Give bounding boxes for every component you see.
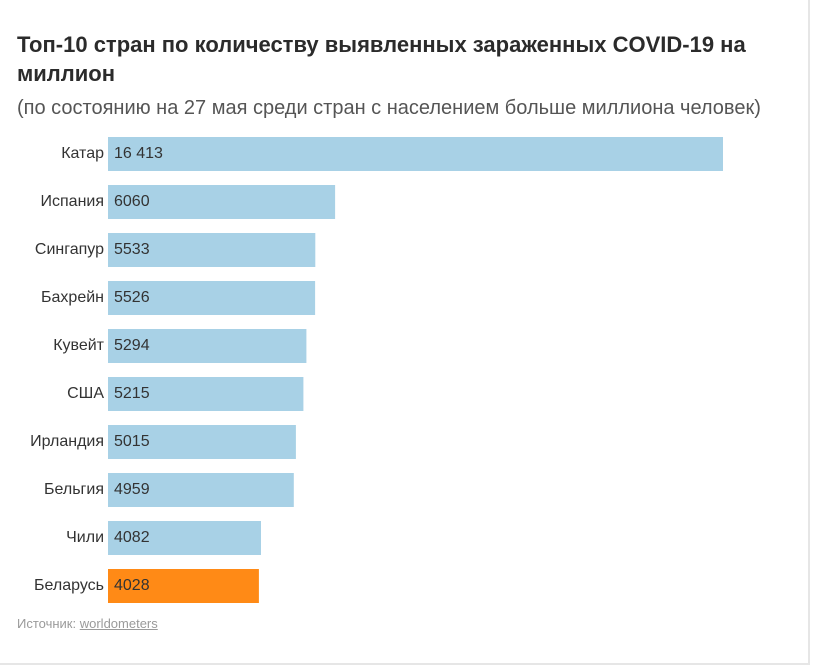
category-label-4: Бахрейн	[41, 289, 104, 306]
value-label-2: 6060	[114, 193, 150, 210]
bar-4	[108, 281, 316, 315]
value-label-7: 5015	[114, 433, 150, 450]
category-label-10: Беларусь	[34, 577, 104, 594]
value-label-1: 16 413	[114, 145, 163, 162]
bar-8	[108, 473, 294, 507]
bar-7	[108, 425, 296, 459]
chart-subtitle: (по состоянию на 27 мая среди стран с на…	[17, 97, 761, 119]
category-label-6: США	[67, 385, 104, 402]
bar-10	[108, 569, 259, 603]
bar-3	[108, 233, 316, 267]
bar-6	[108, 377, 304, 411]
source-label: Источник:	[17, 616, 77, 631]
category-label-1: Катар	[61, 145, 104, 162]
bar-2	[108, 185, 336, 219]
bar-9	[108, 521, 261, 555]
value-label-9: 4082	[114, 529, 150, 546]
source-line: Источник: worldometers	[17, 616, 158, 631]
chart-title: Топ-10 стран по количеству выявленных за…	[17, 32, 746, 86]
bar-1	[108, 137, 723, 171]
category-label-7: Ирландия	[30, 433, 104, 450]
bar-5	[108, 329, 307, 363]
value-label-5: 5294	[114, 337, 150, 354]
value-label-10: 4028	[114, 577, 150, 594]
category-label-9: Чили	[66, 529, 104, 546]
source-link[interactable]: worldometers	[79, 616, 158, 631]
value-label-3: 5533	[114, 241, 150, 258]
category-label-8: Бельгия	[44, 481, 104, 498]
category-label-3: Сингапур	[35, 241, 104, 258]
category-label-2: Испания	[41, 193, 105, 210]
value-label-6: 5215	[114, 385, 150, 402]
value-label-4: 5526	[114, 289, 150, 306]
category-label-5: Кувейт	[53, 337, 104, 354]
value-label-8: 4959	[114, 481, 150, 498]
bar-chart: Катар 16 413 Испания 6060 Сингапур 5533 Бахрей…	[30, 137, 723, 603]
